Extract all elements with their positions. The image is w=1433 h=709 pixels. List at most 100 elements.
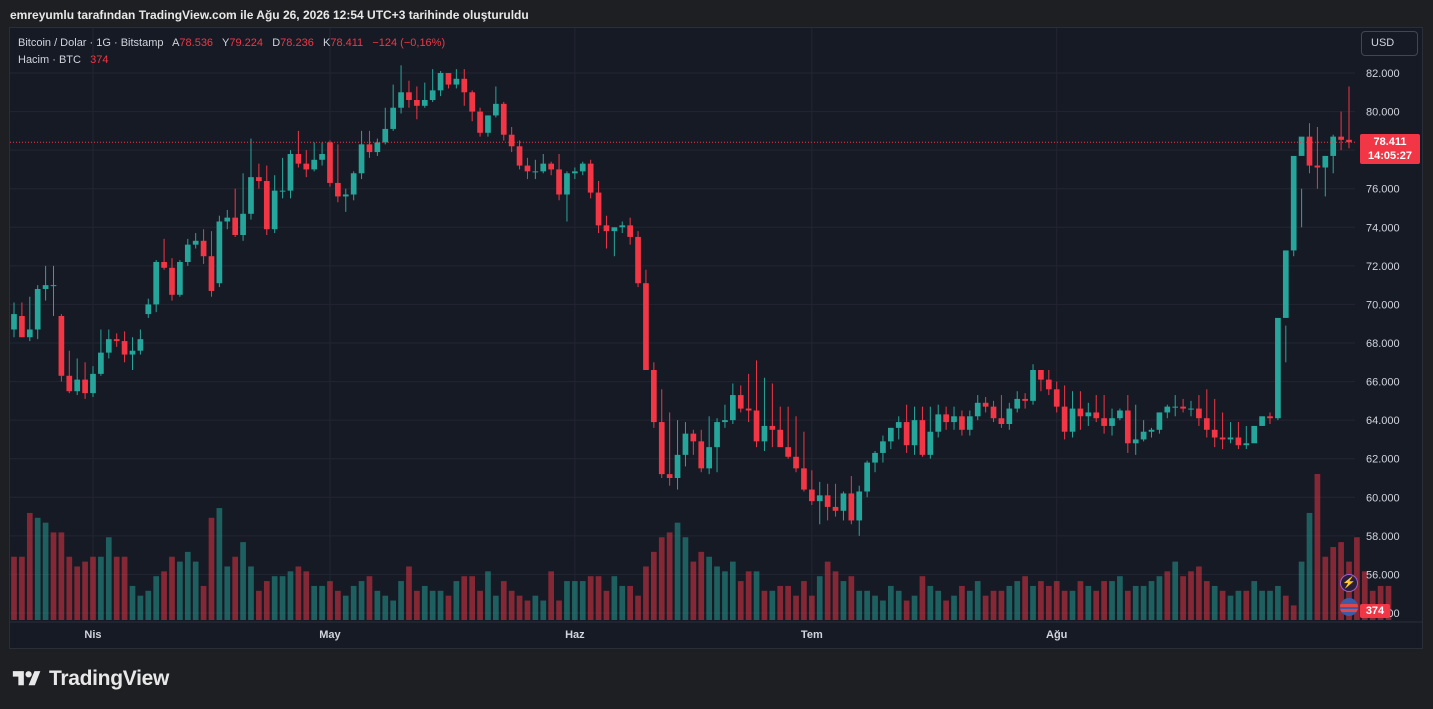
candle-body — [1140, 431, 1147, 440]
volume-bar — [564, 581, 570, 620]
candle-body — [1045, 379, 1052, 390]
currency-button[interactable]: USD — [1361, 31, 1418, 56]
volume-bar — [263, 581, 270, 620]
volume-bar — [635, 595, 641, 620]
volume-bar — [350, 585, 357, 620]
candle-body — [493, 103, 499, 116]
volume-bar — [66, 556, 73, 620]
candle-body — [1306, 136, 1313, 166]
volume-bar — [224, 566, 231, 620]
volume-bar — [271, 576, 278, 620]
candle-body — [730, 395, 736, 421]
x-tick-label: Tem — [801, 629, 823, 641]
candle-body — [335, 182, 341, 197]
volume-bar — [627, 585, 633, 620]
candle — [769, 383, 776, 448]
volume-bar — [611, 576, 618, 620]
volume-bar — [232, 556, 239, 620]
tradingview-logo-icon — [12, 671, 41, 686]
candle — [382, 107, 389, 145]
candle-body — [864, 462, 870, 492]
y-tick-label: 66.000 — [1366, 377, 1400, 389]
volume-bar — [1267, 590, 1273, 620]
candle-body — [1251, 425, 1258, 444]
legend-volume: 374 — [90, 54, 109, 66]
candles — [11, 65, 1352, 536]
legend-volume-row: Hacim · BTC 374 — [18, 52, 445, 69]
volume-bar — [500, 581, 507, 620]
candle — [500, 101, 507, 141]
candle — [342, 188, 349, 212]
candle-body — [1235, 437, 1242, 446]
legend-symbol[interactable]: Bitcoin / Dolar · 1G · Bitstamp — [18, 37, 164, 49]
volume-bar — [366, 576, 373, 620]
candle-body — [58, 316, 65, 376]
volume-bar — [1006, 585, 1013, 620]
y-tick-label: 56.000 — [1366, 569, 1400, 581]
legend-close-label: K — [323, 37, 331, 49]
bolt-icon[interactable]: ⚡ — [1340, 574, 1358, 592]
candle-body — [793, 456, 799, 469]
candle-body — [556, 169, 562, 195]
volume-bar — [911, 595, 918, 620]
candle — [1196, 395, 1202, 426]
tradingview-brand[interactable]: TradingView — [11, 667, 169, 691]
candle — [58, 314, 65, 382]
candle — [256, 163, 262, 189]
volume-bar — [753, 571, 760, 620]
volume-bar — [1219, 590, 1226, 620]
candle — [90, 366, 96, 397]
candle-body — [358, 144, 365, 174]
candle — [1085, 402, 1092, 426]
y-tick-label: 70.000 — [1366, 299, 1400, 311]
candle-body — [263, 181, 270, 230]
volume-bar — [295, 566, 302, 620]
volume-bar — [82, 561, 88, 620]
volume-bar — [840, 581, 847, 620]
volume-bar — [429, 590, 436, 620]
candle-body — [698, 441, 705, 469]
volume-bar — [540, 600, 547, 620]
candle — [295, 130, 302, 168]
candle — [666, 412, 673, 486]
candle — [1038, 370, 1044, 392]
candle-body — [216, 221, 223, 284]
us-flag-icon[interactable] — [1340, 598, 1358, 616]
volume-bar — [785, 585, 791, 620]
candle-body — [129, 350, 136, 355]
candle — [777, 406, 784, 448]
candle-body — [1030, 370, 1036, 401]
volume-bar — [824, 561, 831, 620]
volume-bar — [982, 595, 989, 620]
candle — [1211, 398, 1218, 448]
candle — [619, 221, 626, 234]
candle — [951, 406, 957, 430]
x-tick-label: May — [319, 629, 341, 641]
candle — [982, 397, 989, 413]
volume-bar — [177, 561, 183, 620]
candle-body — [224, 217, 231, 222]
volume-bar — [1385, 585, 1392, 620]
candle-body — [1275, 317, 1281, 419]
volume-bar — [1298, 561, 1305, 620]
volume-bar — [848, 576, 855, 620]
candle — [1124, 395, 1131, 453]
volume-bar — [516, 595, 523, 620]
y-tick-label: 62.000 — [1366, 454, 1400, 466]
candle-body — [1022, 398, 1028, 401]
legend-volume-label[interactable]: Hacim · BTC — [18, 54, 81, 66]
candle — [587, 159, 594, 199]
candle-body — [477, 111, 483, 133]
candle-body — [1117, 410, 1123, 419]
volume-bar — [184, 551, 191, 620]
y-tick-label: 82.000 — [1366, 68, 1400, 80]
candle — [406, 80, 412, 108]
candle-body — [295, 154, 302, 164]
volume-bar — [1069, 590, 1076, 620]
candle — [801, 431, 807, 492]
volume-bar — [1235, 590, 1242, 620]
volume-bar — [1117, 576, 1123, 620]
volume-bar — [1030, 585, 1036, 620]
candle-body — [737, 395, 744, 409]
